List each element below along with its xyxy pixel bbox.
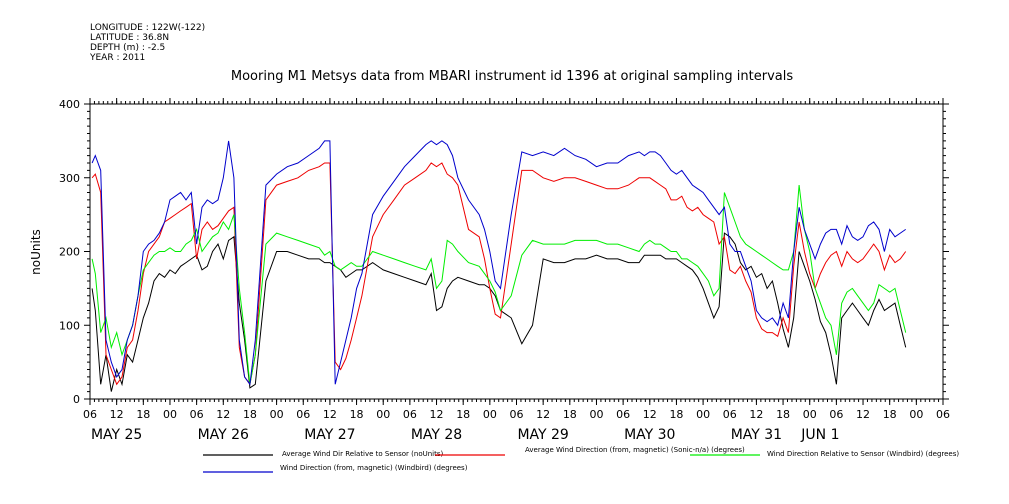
x-tick-label: 18 [669, 408, 683, 421]
x-tick-label: 12 [536, 408, 550, 421]
x-tick-label: 00 [909, 408, 923, 421]
x-tick-label: 18 [350, 408, 364, 421]
header-depth: DEPTH (m) : -2.5 [90, 43, 165, 53]
x-tick-label: 06 [296, 408, 310, 421]
x-tick-label: 18 [243, 408, 257, 421]
legend: Average Wind Dir Relative to Sensor (noU… [203, 446, 959, 473]
header-meta: LONGITUDE : 122W(-122) LATITUDE : 36.8N … [89, 23, 205, 63]
date-label: MAY 25 [91, 427, 142, 443]
series-line-4 [91, 140, 906, 386]
x-tick-label: 18 [456, 408, 470, 421]
x-tick-label: 06 [83, 408, 97, 421]
x-tick-label: 00 [376, 408, 390, 421]
y-tick-label: 100 [59, 319, 80, 332]
x-tick-label: 12 [643, 408, 657, 421]
x-tick-label: 12 [749, 408, 763, 421]
x-tick-label: 00 [483, 408, 497, 421]
date-label: MAY 27 [304, 427, 355, 443]
x-tick-label: 00 [589, 408, 603, 421]
date-label: MAY 26 [198, 427, 249, 443]
plot-frame [89, 103, 944, 400]
x-tick-label: 00 [270, 408, 284, 421]
x-tick-label: 18 [136, 408, 150, 421]
legend-label-4: Wind Direction (from, magnetic) (Windbir… [280, 464, 468, 472]
date-label: MAY 30 [624, 427, 675, 443]
x-tick-label: 18 [776, 408, 790, 421]
header-longitude: LONGITUDE : 122W(-122) [90, 23, 205, 33]
series-line-1 [91, 232, 907, 392]
legend-label-3: Wind Direction Relative to Sensor (Windb… [767, 450, 959, 458]
date-label: MAY 28 [411, 427, 462, 443]
x-tick-label: 06 [616, 408, 630, 421]
y-axis-label: noUnits [29, 229, 43, 275]
series-line-3 [91, 185, 907, 385]
x-tick-label: 00 [696, 408, 710, 421]
x-tick-label: 12 [323, 408, 337, 421]
x-tick-label: 00 [803, 408, 817, 421]
x-tick-label: 18 [883, 408, 897, 421]
legend-label-1: Average Wind Dir Relative to Sensor (noU… [282, 450, 443, 458]
x-tick-label: 06 [723, 408, 737, 421]
y-tick-label: 200 [59, 246, 80, 259]
x-tick-label: 06 [936, 408, 950, 421]
x-tick-label: 12 [216, 408, 230, 421]
x-tick-label: 06 [829, 408, 843, 421]
y-tick-label: 300 [59, 172, 80, 185]
axes: 0 100 200 300 400 06 12 18 00 06 12 18 00 06 12 18 00 06 1… [59, 98, 950, 443]
chart-title: Mooring M1 Metsys data from MBARI instru… [231, 69, 793, 84]
header-year: YEAR : 2011 [89, 53, 145, 63]
x-tick-label: 06 [190, 408, 204, 421]
x-tick-label: 12 [856, 408, 870, 421]
date-label: MAY 31 [731, 427, 782, 443]
series-line-2 [91, 162, 907, 386]
y-tick-label: 400 [59, 98, 80, 111]
x-tick-label: 18 [563, 408, 577, 421]
header-latitude: LATITUDE : 36.8N [90, 33, 169, 43]
x-tick-label: 12 [110, 408, 124, 421]
y-tick-label: 0 [73, 393, 80, 406]
x-tick-label: 06 [403, 408, 417, 421]
x-tick-label: 12 [430, 408, 444, 421]
date-label: MAY 29 [517, 427, 568, 443]
legend-label-2: Average Wind Direction (from, magnetic) … [525, 446, 745, 454]
x-tick-label: 06 [510, 408, 524, 421]
plot-area [91, 140, 907, 392]
date-label: JUN 1 [800, 427, 839, 443]
x-tick-label: 00 [163, 408, 177, 421]
